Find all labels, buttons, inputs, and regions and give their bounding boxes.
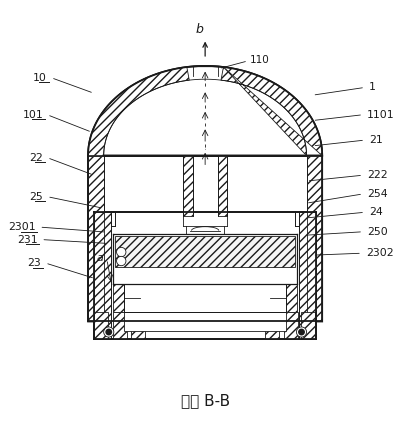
- Text: 截面 B-B: 截面 B-B: [181, 393, 230, 408]
- Circle shape: [106, 329, 112, 335]
- Text: 22: 22: [29, 153, 43, 163]
- Bar: [124, 285, 286, 312]
- Polygon shape: [114, 285, 124, 312]
- Text: b: b: [196, 23, 203, 36]
- Bar: [112, 212, 116, 226]
- Bar: [94, 312, 108, 339]
- Bar: [295, 212, 299, 226]
- Polygon shape: [218, 156, 227, 216]
- Text: 110: 110: [250, 55, 270, 65]
- Text: a: a: [97, 253, 104, 263]
- Polygon shape: [299, 212, 316, 339]
- Polygon shape: [307, 156, 322, 321]
- Bar: [94, 212, 316, 339]
- Text: 254: 254: [367, 189, 388, 199]
- Text: 1101: 1101: [367, 110, 395, 120]
- Circle shape: [117, 256, 126, 266]
- Text: 2301: 2301: [8, 222, 36, 232]
- Circle shape: [117, 247, 126, 257]
- Polygon shape: [88, 67, 189, 156]
- Circle shape: [104, 327, 114, 337]
- Bar: [113, 312, 127, 339]
- Bar: [301, 312, 315, 339]
- Bar: [114, 234, 297, 285]
- Text: 10: 10: [33, 73, 47, 83]
- Bar: [131, 312, 145, 339]
- Text: 231: 231: [17, 234, 37, 245]
- Text: 101: 101: [23, 110, 43, 120]
- Text: 21: 21: [369, 135, 383, 145]
- Polygon shape: [286, 285, 297, 312]
- Circle shape: [299, 329, 304, 335]
- Text: 250: 250: [367, 227, 388, 237]
- Text: 23: 23: [27, 258, 41, 268]
- Circle shape: [297, 327, 307, 337]
- Bar: [265, 312, 279, 339]
- Polygon shape: [88, 66, 322, 321]
- Text: 24: 24: [369, 207, 383, 217]
- Text: 25: 25: [29, 192, 43, 202]
- Polygon shape: [88, 156, 104, 321]
- Polygon shape: [221, 67, 322, 156]
- Polygon shape: [94, 212, 112, 339]
- Bar: [284, 312, 298, 339]
- Bar: [116, 237, 295, 267]
- Text: 1: 1: [369, 83, 376, 92]
- Polygon shape: [183, 156, 193, 216]
- Bar: [124, 312, 286, 331]
- Text: 2302: 2302: [366, 248, 393, 258]
- Text: 222: 222: [367, 170, 388, 180]
